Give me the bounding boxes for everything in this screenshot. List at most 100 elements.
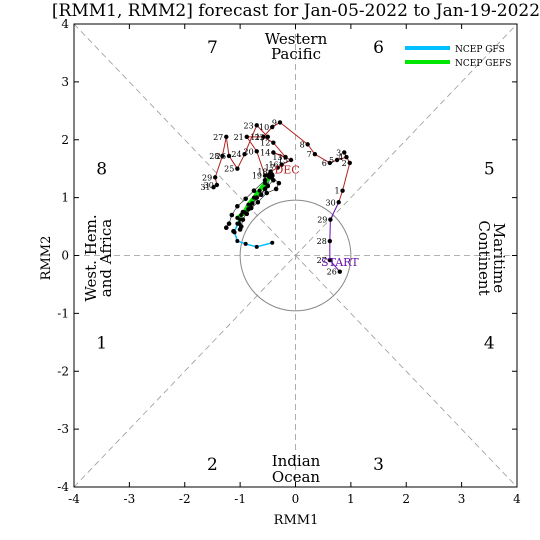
ensemble-point xyxy=(235,204,240,209)
ensemble-point xyxy=(240,209,246,215)
legend-label: NCEP GFS xyxy=(455,45,505,55)
ensemble-point xyxy=(244,211,250,217)
observed-point xyxy=(224,134,229,140)
observed-day-label: 7 xyxy=(307,150,312,159)
observed-day-label: 8 xyxy=(300,140,305,149)
observed-day-label: 29 xyxy=(317,216,327,225)
phase-label: 7 xyxy=(207,38,218,58)
ensemble-point xyxy=(240,217,246,222)
ensemble-points xyxy=(223,171,282,234)
observed-point xyxy=(261,134,266,140)
guide-lines xyxy=(73,23,518,488)
observed-segment xyxy=(228,155,238,169)
region-west-hem-africa: West. Hem. and Africa xyxy=(82,214,115,301)
ensemble-point xyxy=(273,186,279,192)
observed-segment xyxy=(272,142,286,158)
region-left-line2: and Africa xyxy=(97,219,115,297)
observed-segment xyxy=(263,126,273,138)
observed-point xyxy=(226,153,232,159)
y-tick-label: -4 xyxy=(57,480,69,494)
ensemble-point xyxy=(248,205,254,211)
region-right-line1: Maritime xyxy=(490,223,508,293)
start-label: START xyxy=(321,256,359,269)
ensemble-point xyxy=(243,196,248,202)
observed-point xyxy=(344,154,349,160)
ensemble-point xyxy=(258,192,264,198)
observed-point xyxy=(334,157,340,163)
observed-point xyxy=(336,200,341,205)
gfs-point xyxy=(270,240,275,245)
ensemble-point xyxy=(262,186,268,192)
ensemble-point xyxy=(262,177,268,183)
observed-point xyxy=(327,238,333,244)
x-tick-label: 1 xyxy=(347,492,355,506)
ensemble-point xyxy=(231,228,236,234)
observed-day-label: 21 xyxy=(234,133,244,142)
ensemble-point xyxy=(226,221,232,226)
observed-day-label: 16 xyxy=(268,161,278,170)
dec-label: DEC xyxy=(274,163,299,176)
observed-segment xyxy=(279,121,308,145)
y-tick-label: 1 xyxy=(61,191,69,205)
observed-segment xyxy=(214,155,223,178)
observed-day-label: 20 xyxy=(244,147,254,156)
ensemble-point xyxy=(254,195,260,200)
observed-day-label: 30 xyxy=(204,181,214,190)
observed-point xyxy=(275,165,280,170)
phase-label: 3 xyxy=(373,455,384,475)
observed-point xyxy=(270,124,275,130)
observed-segment xyxy=(273,152,292,161)
gfs-point xyxy=(254,244,259,249)
forecast-origin-point xyxy=(266,171,275,180)
observed-day-label: 29 xyxy=(202,173,212,182)
observed-point xyxy=(213,175,218,180)
y-tick-label: -1 xyxy=(57,306,69,320)
observed-segment xyxy=(256,151,266,176)
observed-day-label: 25 xyxy=(224,165,234,174)
legend-label: NCEP GEFS xyxy=(455,59,511,69)
observed-segment xyxy=(329,219,331,242)
observed-day-label: 15 xyxy=(278,156,288,165)
observed-trajectory: 2627282930123456789101112131415161718192… xyxy=(200,118,352,277)
x-tick-label: -3 xyxy=(124,492,136,506)
observed-day-label: 17 xyxy=(265,164,275,173)
observed-point xyxy=(271,150,276,155)
phase-label: 5 xyxy=(484,160,495,180)
observed-point xyxy=(271,140,276,145)
diagonal-guide xyxy=(73,23,518,488)
phase-label: 6 xyxy=(373,38,384,58)
gefs-point xyxy=(257,188,262,193)
x-tick-label: -4 xyxy=(68,492,80,506)
x-ticks: -4 -3 -2 -1 0 1 2 3 4 xyxy=(68,24,521,506)
observed-day-label: 12 xyxy=(260,139,270,148)
observed-segment xyxy=(244,125,258,155)
region-left-line1: West. Hem. xyxy=(82,214,100,301)
observed-day-label: 9 xyxy=(272,118,277,127)
observed-segment xyxy=(256,124,269,138)
observed-point xyxy=(327,257,333,263)
observed-point xyxy=(288,157,294,163)
legend: NCEP GFS NCEP GEFS xyxy=(405,45,511,69)
region-top-line1: Western xyxy=(265,30,328,48)
observed-day-label: 24 xyxy=(231,150,241,159)
ensemble-point xyxy=(255,199,261,205)
y-tick-label: -3 xyxy=(57,422,69,436)
region-western-pacific: Western Pacific xyxy=(265,30,328,63)
observed-day-label: 4 xyxy=(338,153,343,162)
region-top-line2: Pacific xyxy=(271,45,321,63)
ensemble-point xyxy=(264,190,270,196)
phase-label: 4 xyxy=(484,333,495,353)
observed-point xyxy=(262,173,268,178)
observed-point xyxy=(342,150,347,155)
observed-day-label: 23 xyxy=(244,121,254,130)
x-tick-label: 3 xyxy=(458,492,466,506)
observed-point xyxy=(244,134,249,140)
observed-point xyxy=(220,153,225,159)
observed-day-label: 26 xyxy=(327,268,337,277)
observed-day-label: 28 xyxy=(317,237,327,246)
x-tick-label: -1 xyxy=(234,492,246,506)
region-maritime-continent: Maritime Continent xyxy=(475,220,508,295)
observed-day-label: 19 xyxy=(252,172,262,181)
observed-day-label: 14 xyxy=(260,148,270,157)
